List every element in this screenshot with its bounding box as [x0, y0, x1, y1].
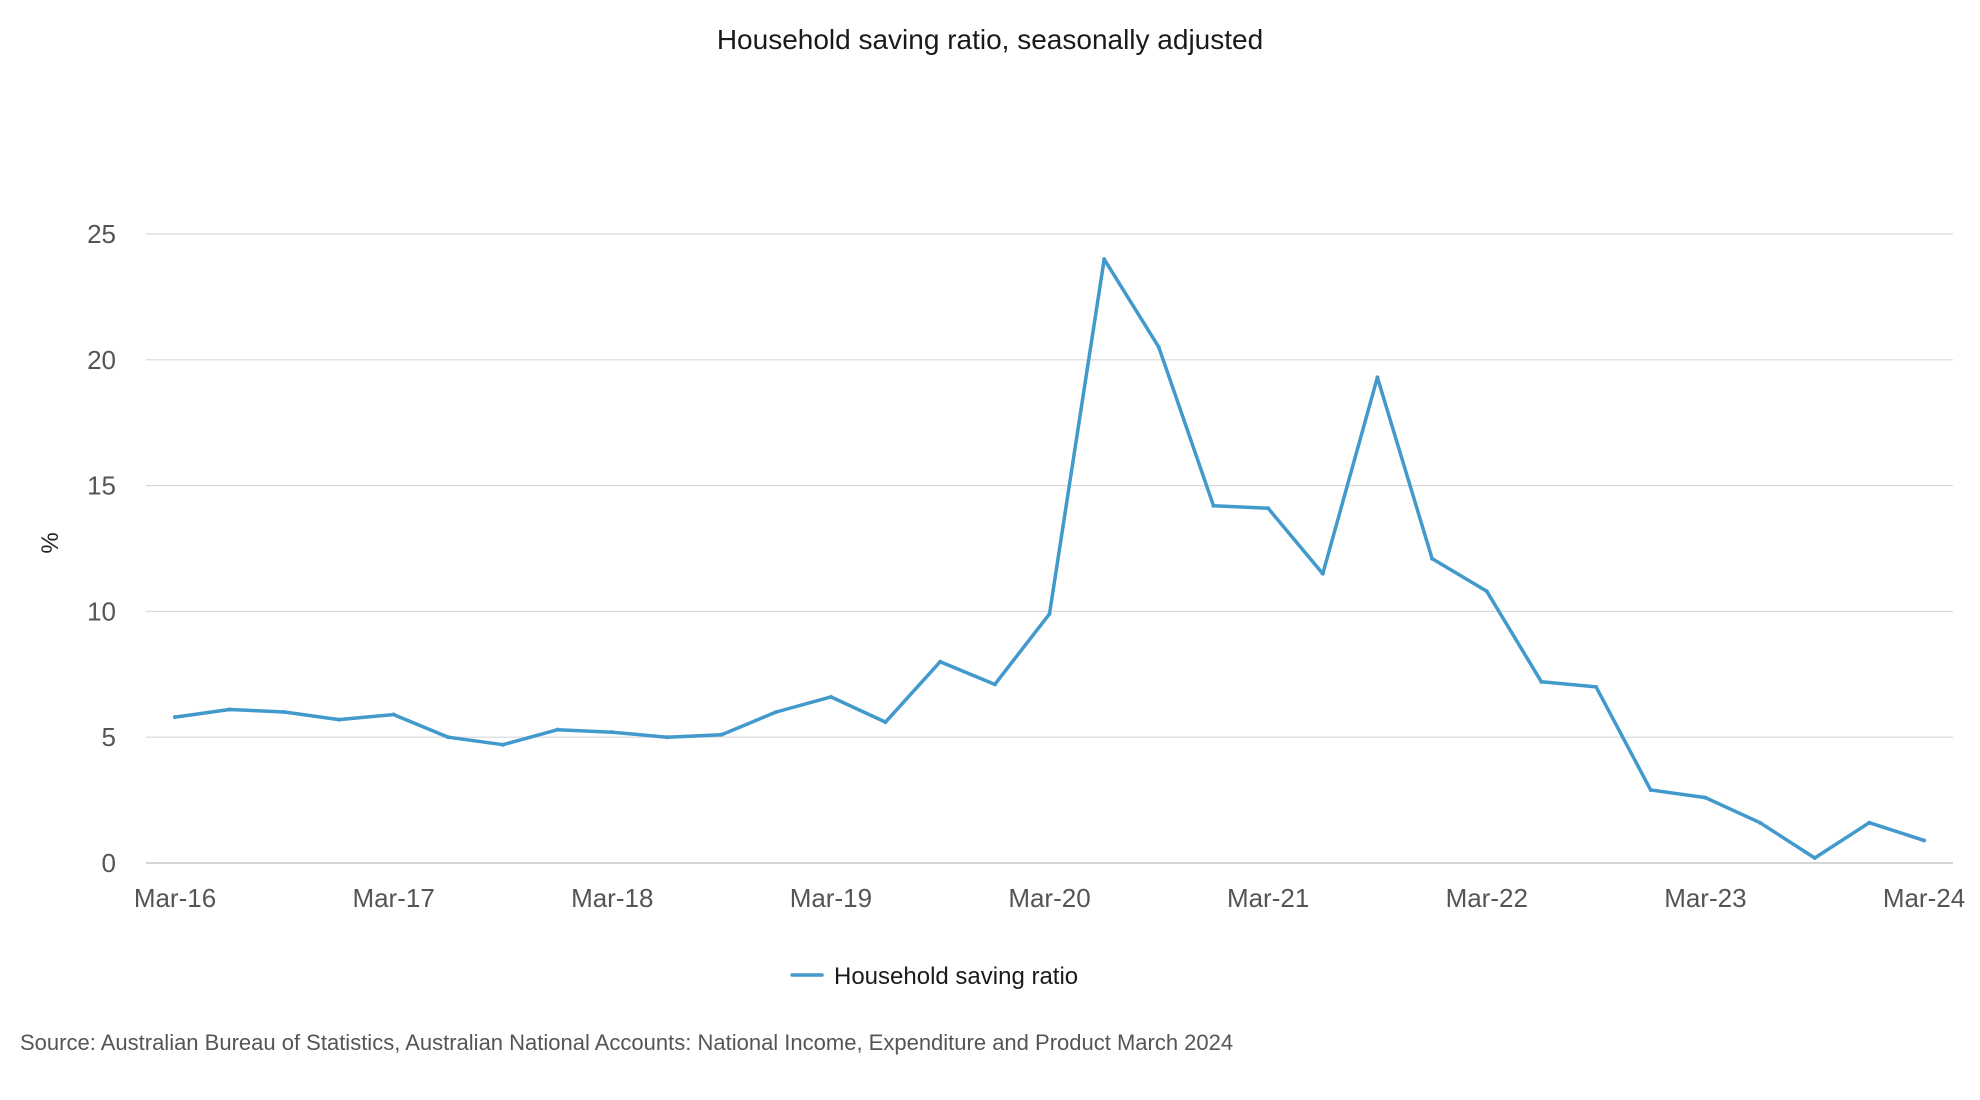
data-point	[1648, 788, 1653, 793]
data-point	[282, 710, 287, 715]
x-tick-label: Mar-24	[1883, 883, 1965, 913]
data-point	[883, 720, 888, 725]
data-point	[610, 730, 615, 735]
data-point	[555, 727, 560, 732]
data-point	[227, 707, 232, 712]
data-point	[1320, 571, 1325, 576]
source-note: Source: Australian Bureau of Statistics,…	[20, 1030, 1233, 1055]
series-lines	[173, 257, 1926, 860]
legend-label: Household saving ratio	[834, 963, 1078, 990]
data-point	[719, 732, 724, 737]
data-point	[1539, 679, 1544, 684]
data-point	[1867, 820, 1872, 825]
data-point	[1812, 855, 1817, 860]
x-tick-label: Mar-22	[1446, 883, 1528, 913]
x-tick-label: Mar-23	[1664, 883, 1746, 913]
legend: Household saving ratio	[790, 963, 1078, 990]
y-tick-label: 25	[87, 219, 116, 249]
data-point	[1484, 589, 1489, 594]
data-point	[938, 659, 943, 664]
x-tick-label: Mar-20	[1008, 883, 1090, 913]
x-tick-label: Mar-19	[790, 883, 872, 913]
data-point	[1375, 375, 1380, 380]
data-point	[992, 682, 997, 687]
data-point	[1266, 506, 1271, 511]
x-tick-label: Mar-17	[352, 883, 434, 913]
data-point	[391, 712, 396, 717]
data-point	[336, 717, 341, 722]
x-axis-ticks: Mar-16 Mar-17 Mar-18 Mar-19 Mar-20 Mar-21 Mar-…	[134, 883, 1965, 913]
data-point	[828, 694, 833, 699]
y-tick-label: 10	[87, 596, 116, 626]
data-point	[1594, 684, 1599, 689]
chart-title: Household saving ratio, seasonally adjus…	[717, 24, 1263, 55]
data-point	[774, 710, 779, 715]
gridlines	[146, 233, 1953, 864]
data-point	[173, 715, 177, 720]
data-point	[1156, 345, 1161, 350]
x-tick-label: Mar-18	[571, 883, 653, 913]
series-line	[173, 257, 1926, 860]
data-point	[1703, 795, 1708, 800]
x-tick-label: Mar-16	[134, 883, 216, 913]
data-point	[1047, 611, 1052, 616]
data-point	[1102, 257, 1107, 262]
data-point	[664, 735, 669, 740]
data-point	[1758, 820, 1763, 825]
data-point	[1430, 556, 1435, 561]
data-point	[500, 742, 505, 747]
x-tick-label: Mar-21	[1227, 883, 1309, 913]
y-tick-label: 20	[87, 345, 116, 375]
y-tick-label: 0	[102, 848, 116, 878]
y-tick-label: 5	[102, 722, 116, 752]
y-axis-title: %	[37, 532, 64, 553]
y-axis-ticks: 0 5 10 15 20 25	[87, 219, 116, 878]
data-point	[1922, 838, 1926, 843]
data-point	[1211, 503, 1216, 508]
data-point	[446, 735, 451, 740]
y-tick-label: 15	[87, 471, 116, 501]
